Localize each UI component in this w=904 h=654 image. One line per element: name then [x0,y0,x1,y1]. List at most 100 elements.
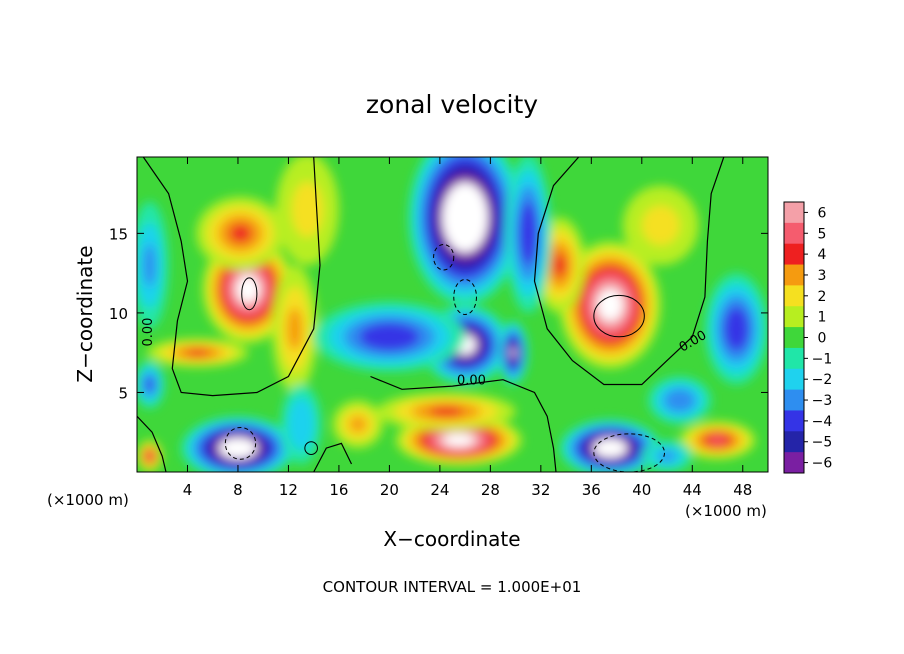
velocity-level [658,450,676,462]
velocity-level [604,444,616,452]
colorbar-swatch [784,243,804,266]
velocity-cell [497,320,529,385]
colorbar-label: −1 [812,351,833,367]
velocity-level [349,416,367,433]
x-unit-left: (×1000 m) [47,491,129,509]
velocity-level [374,329,405,344]
chart-title: zonal velocity [366,90,538,119]
velocity-cell [559,241,661,369]
colorbar-swatch [784,264,804,286]
x-tick-label: 32 [531,481,550,499]
positive-contour [304,441,318,455]
velocity-cell [505,157,551,313]
velocity-level [287,307,303,351]
velocity-level [523,217,533,250]
velocity-level [553,253,567,278]
velocity-cell [679,421,756,460]
zero-contour [137,415,167,472]
velocity-cell [137,360,165,409]
velocity-level [641,205,680,246]
velocity-level [231,444,245,452]
y-axis: 5 10 15 [109,225,768,402]
y-axis-label: Z−coordinate [73,245,97,382]
velocity-cell [272,265,318,393]
velocity-cell [147,338,249,367]
colorbar-swatch [784,327,804,349]
colorbar-label: 2 [818,289,827,305]
x-tick-label: 12 [279,481,298,499]
colorbar-label: −5 [812,435,833,451]
x-tick-label: 44 [683,481,702,499]
velocity-level [428,406,464,417]
positive-contour [593,294,645,338]
velocity-field [137,157,768,472]
velocity-level [671,394,688,407]
velocity-cell [376,392,516,431]
negative-contour [224,426,257,460]
velocity-level [294,411,308,438]
colorbar-label: 5 [818,226,827,242]
velocity-cell [408,157,522,305]
y-tick-label: 10 [109,305,128,323]
x-tick-label: 20 [380,481,399,499]
zero-contour [142,157,321,397]
velocity-level [147,452,153,460]
colorbar-label: −6 [812,456,833,472]
velocity-cell [137,201,169,329]
colorbar-swatch [784,368,804,391]
velocity-cell [622,185,699,266]
contour-lines: 0.000.000.00 [137,157,725,472]
colorbar-label: 0 [818,331,827,347]
colorbar-label: 3 [818,268,827,284]
velocity-level [145,378,154,391]
colorbar-swatch [784,285,804,307]
velocity-level [291,181,324,238]
velocity-level [229,224,252,243]
velocity-level [184,349,211,357]
zero-contour [313,442,353,472]
contour-interval-note: CONTOUR INTERVAL = 1.000E+01 [323,578,582,596]
velocity-cell [704,273,768,385]
x-tick-label: 36 [582,481,601,499]
x-unit-right: (×1000 m) [685,502,767,520]
zero-contour [533,157,725,386]
velocity-cell [280,384,322,465]
negative-contour [433,243,455,271]
contour-label: 0.00 [141,318,156,347]
colorbar-label: −2 [812,372,833,388]
colorbar-label: 1 [818,310,827,326]
colorbar: 6 5 4 3 2 1 0 −1 −2 −3 −4 −5 −6 [783,201,833,474]
velocity-cell [196,196,285,270]
x-tick-label: 16 [329,481,348,499]
plot-frame [136,156,769,473]
x-tick-label: 24 [430,481,449,499]
velocity-level [143,243,156,287]
x-axis: 4 8 12 16 20 24 28 32 36 40 44 48 [183,157,752,499]
velocity-cell [275,157,339,266]
contour-label: 0.00 [457,374,486,389]
velocity-cell [332,400,384,449]
colorbar-label: 6 [818,205,827,221]
colorbar-swatch [784,431,804,453]
velocity-level [459,208,471,227]
velocity-level [730,317,743,340]
x-tick-label: 8 [233,481,243,499]
colorbar-label: 4 [818,247,827,263]
colorbar-swatch [784,452,804,474]
velocity-level [450,437,467,444]
velocity-cell [559,419,661,472]
positive-contour [241,277,258,311]
colorbar-swatch [784,202,804,224]
velocity-level [709,436,726,444]
x-tick-label: 40 [632,481,651,499]
colorbar-swatch [784,347,804,370]
negative-contour [453,279,477,315]
x-tick-label: 28 [481,481,500,499]
x-axis-label: X−coordinate [383,527,520,551]
y-tick-label: 15 [109,225,128,243]
velocity-cell [137,440,163,472]
velocity-level [242,282,254,296]
colorbar-swatch [784,222,804,245]
colorbar-label: −4 [812,414,833,430]
velocity-level [510,348,516,358]
